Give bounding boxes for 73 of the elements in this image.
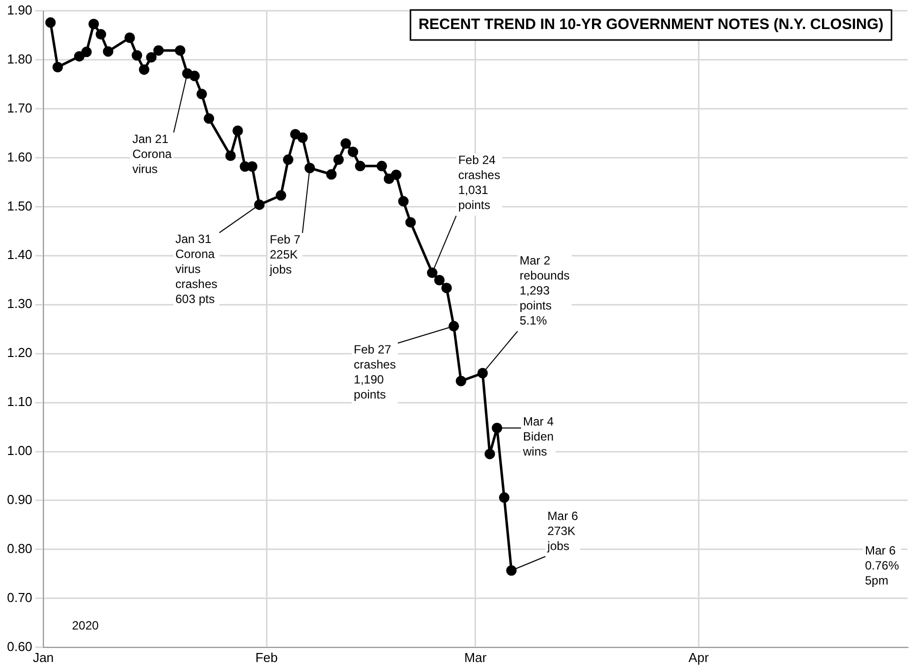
x-tick-label: Jan: [32, 650, 54, 665]
annotation: Mar 2 rebounds 1,293 points 5.1%: [520, 253, 570, 328]
y-tick-label: 1.80: [6, 51, 32, 66]
point: [254, 199, 265, 210]
point: [96, 29, 106, 40]
point: [333, 154, 344, 165]
point: [384, 174, 394, 184]
point: [282, 154, 294, 165]
point: [304, 162, 316, 174]
point: [88, 18, 99, 30]
point: [138, 64, 150, 75]
point: [204, 113, 214, 124]
point: [506, 565, 517, 576]
point: [376, 160, 388, 172]
point: [390, 170, 402, 180]
annotation: Jan 31 Corona virus crashes 603 pts: [175, 232, 218, 306]
point: [348, 146, 358, 158]
y-tick-label: 0.80: [6, 541, 32, 556]
x-tick-label: Feb: [255, 650, 278, 665]
point: [196, 88, 207, 100]
point: [102, 46, 114, 57]
annotation: Feb 27 crashes 1,190 points: [354, 342, 396, 402]
point: [498, 492, 510, 503]
point: [81, 46, 92, 58]
point: [276, 190, 286, 201]
point: [153, 45, 164, 56]
x-tick-label: Apr: [688, 650, 710, 665]
point: [174, 45, 186, 56]
point: [456, 376, 466, 386]
point: [290, 128, 301, 140]
point: [492, 422, 502, 434]
point: [232, 126, 243, 136]
point: [477, 368, 488, 378]
annotation: Mar 6 0.76% 5pm: [865, 543, 900, 588]
point: [52, 62, 63, 72]
y-tick-label: 1.40: [6, 247, 32, 262]
point: [326, 169, 337, 180]
y-tick-label: 1.30: [6, 296, 32, 312]
point: [426, 268, 438, 278]
annotation: Mar 4 Biden wins: [522, 414, 554, 458]
point: [340, 138, 352, 149]
point: [441, 282, 452, 294]
point: [484, 448, 496, 460]
point: [74, 51, 85, 62]
point: [45, 17, 56, 28]
point: [146, 52, 157, 63]
y-tick-label: 1.90: [6, 2, 32, 18]
point: [405, 217, 416, 228]
point: [189, 70, 200, 82]
annotation: Feb 7 225K jobs: [268, 232, 301, 276]
y-tick-label: 1.00: [6, 443, 32, 458]
y-tick-label: 1.50: [6, 198, 32, 214]
x-tick-label: Mar: [464, 650, 488, 665]
y-tick-label: 0.90: [6, 492, 32, 508]
y-tick-label: 1.20: [6, 345, 32, 360]
y-tick-label: 1.10: [6, 394, 32, 410]
point: [354, 160, 366, 172]
point: [124, 32, 135, 43]
annotation: Feb 24 crashes 1,031 points: [458, 153, 500, 212]
annotation: 2020: [72, 618, 100, 632]
point: [225, 150, 236, 161]
point: [297, 132, 308, 143]
y-tick-label: 0.70: [6, 590, 32, 606]
y-tick-label: 1.60: [6, 149, 32, 164]
y-tick-label: 1.70: [6, 100, 32, 116]
y-tick-label: 0.60: [6, 638, 32, 654]
point: [398, 196, 409, 207]
point: [132, 50, 142, 61]
annotation: Mar 6 273K jobs: [546, 508, 578, 553]
point: [434, 274, 445, 286]
annotation: Jan 21 Corona virus: [132, 132, 172, 176]
point: [448, 320, 460, 332]
chart-title: RECENT TREND IN 10-YR GOVERNMENT NOTES (N.Y. CLOSING): [418, 16, 884, 34]
